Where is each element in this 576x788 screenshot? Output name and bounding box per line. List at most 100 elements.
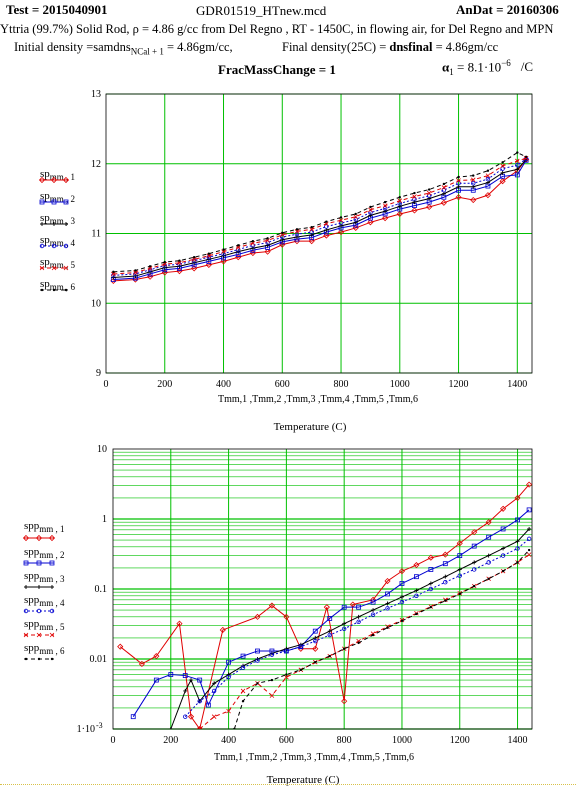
data-point-series-1 xyxy=(500,505,507,512)
top-legend-sub: mm , 5 xyxy=(49,260,76,271)
y-tick-exponent: -3 xyxy=(96,721,103,730)
series-line-6 xyxy=(233,549,530,729)
bottom-legend-sub: mm , 5 xyxy=(39,622,65,633)
data-point-series-6 xyxy=(369,205,372,209)
data-point-series-5 xyxy=(206,253,212,259)
data-point-series-4 xyxy=(338,220,344,226)
data-point-series-5 xyxy=(500,163,505,169)
top-legend-sub: mm , 4 xyxy=(49,238,76,249)
data-point-series-4 xyxy=(324,224,329,229)
data-point-series-1 xyxy=(471,529,478,536)
bottom-legend-marker-4 xyxy=(49,608,55,614)
data-point-series-3 xyxy=(189,678,194,683)
data-point-series-1 xyxy=(138,660,145,668)
data-point-series-6 xyxy=(148,265,152,268)
bottom-legend-marker-3 xyxy=(24,585,28,589)
data-point-series-6 xyxy=(233,727,236,729)
bottom-legend-label: spp xyxy=(24,618,40,630)
initial-density-prefix: Initial density =samdns xyxy=(14,40,131,54)
data-point-series-2 xyxy=(370,599,376,605)
top-legend-item-6: spmm , 6 xyxy=(40,278,75,292)
top-legend-sub: mm , 2 xyxy=(49,194,76,205)
y-tick-label: 10 xyxy=(91,298,101,309)
data-point-series-6 xyxy=(222,248,225,251)
top-legend-label: sp xyxy=(40,190,50,202)
page-bottom-rule xyxy=(0,784,576,785)
data-point-series-1 xyxy=(153,653,160,660)
data-point-series-2 xyxy=(153,677,159,683)
final-density-value: = 4.86gm/cc xyxy=(432,40,499,54)
data-point-series-1 xyxy=(485,519,492,526)
series-line-2 xyxy=(132,509,530,717)
data-point-series-3 xyxy=(428,581,433,586)
description-line: Yttria (99.7%) Solid Rod, ρ = 4.86 g/cc … xyxy=(0,22,554,36)
data-point-series-2 xyxy=(327,616,333,621)
y-tick-label: 12 xyxy=(91,159,101,170)
data-point-series-4 xyxy=(397,201,402,206)
data-point-series-5 xyxy=(191,257,197,262)
top-legend-item-3: spmm , 3 xyxy=(40,212,75,226)
x-tick-label: 200 xyxy=(163,735,178,746)
data-point-series-5 xyxy=(197,726,202,729)
data-point-series-4 xyxy=(471,181,476,186)
top-legend-item-1: spmm , 1 xyxy=(40,168,75,182)
top-legend-marker-2 xyxy=(39,199,45,205)
bottom-legend-item-2: sppmm , 2 xyxy=(24,546,65,560)
data-point-series-6 xyxy=(383,200,387,204)
data-point-series-1 xyxy=(191,265,198,272)
data-point-series-4 xyxy=(382,206,388,211)
data-point-series-1 xyxy=(398,568,406,575)
data-point-series-5 xyxy=(426,190,432,196)
series-line-4 xyxy=(184,538,530,718)
x-tick-label: 1400 xyxy=(508,735,528,746)
data-point-series-2 xyxy=(197,677,203,683)
initial-density: Initial density =samdnsNCal + 1 = 4.86gm… xyxy=(14,40,233,57)
data-point-series-2 xyxy=(312,628,318,634)
data-point-series-1 xyxy=(220,258,227,265)
data-point-series-2 xyxy=(385,591,390,597)
data-point-series-4 xyxy=(226,674,231,680)
data-point-series-6 xyxy=(310,226,313,229)
data-point-series-6 xyxy=(295,228,299,231)
data-point-series-4 xyxy=(313,638,318,644)
top-legend-sub: mm , 6 xyxy=(49,282,76,293)
test-label: Test = 2015040901 xyxy=(6,2,108,17)
data-point-series-5 xyxy=(269,693,275,698)
top-legend-marker-5 xyxy=(63,265,69,271)
andat-label: AnDat = 20160306 xyxy=(456,2,559,17)
data-point-series-3 xyxy=(472,560,477,565)
data-point-series-6 xyxy=(400,619,404,623)
data-point-series-6 xyxy=(516,561,519,564)
data-point-series-2 xyxy=(356,604,362,610)
data-point-series-1 xyxy=(117,643,124,650)
top-chart: 0 200 400 600 800 1000 1200 1400 9 10 11 12 13 Temper… xyxy=(91,89,533,433)
bottom-chart: 0 200 400 600 800 1000 1200 1400 1·10 -3 0.01 0.1 1 1… xyxy=(77,444,533,786)
data-point-series-5 xyxy=(523,155,529,161)
alpha-value: = 8.1·10 xyxy=(453,59,502,75)
data-point-series-1 xyxy=(264,248,271,255)
y-tick-label: 10 xyxy=(97,444,107,455)
data-point-series-5 xyxy=(226,708,231,714)
data-point-series-1 xyxy=(187,713,195,720)
bottom-legend-marker-2 xyxy=(49,560,55,566)
data-point-series-4 xyxy=(526,536,532,542)
data-point-series-2 xyxy=(428,567,434,572)
data-point-series-1 xyxy=(254,613,261,620)
data-point-series-4 xyxy=(197,698,202,704)
data-point-series-5 xyxy=(240,688,246,694)
x-axis-variables-label: Tmm,1 ,Tmm,2 ,Tmm,3 ,Tmm,4 ,Tmm,5 ,Tmm,6 xyxy=(218,394,418,405)
initial-density-value: = 4.86gm/cc, xyxy=(163,40,233,54)
y-tick-label: 9 xyxy=(96,368,101,379)
data-point-series-5 xyxy=(526,552,532,557)
data-point-series-4 xyxy=(294,231,300,237)
data-point-series-5 xyxy=(441,185,447,190)
data-point-series-1 xyxy=(526,481,532,488)
data-point-series-5 xyxy=(221,249,226,254)
bottom-legend-sub: mm , 1 xyxy=(39,524,65,535)
data-point-series-5 xyxy=(284,674,289,680)
data-point-series-1 xyxy=(426,203,433,211)
x-tick-label: 1200 xyxy=(449,379,469,390)
data-point-series-4 xyxy=(485,176,491,182)
data-point-series-1 xyxy=(337,229,345,236)
